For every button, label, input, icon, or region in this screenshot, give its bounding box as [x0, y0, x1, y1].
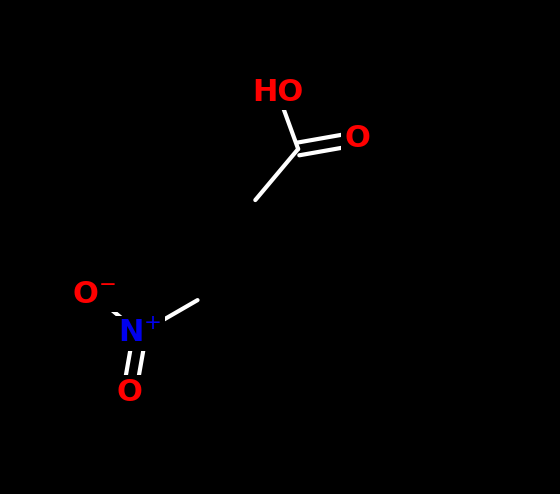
Text: N$^{+}$: N$^{+}$	[118, 319, 161, 348]
Text: HO: HO	[252, 78, 304, 107]
Text: O: O	[116, 378, 142, 407]
Text: O: O	[344, 124, 370, 153]
Text: O$^{-}$: O$^{-}$	[72, 281, 116, 309]
